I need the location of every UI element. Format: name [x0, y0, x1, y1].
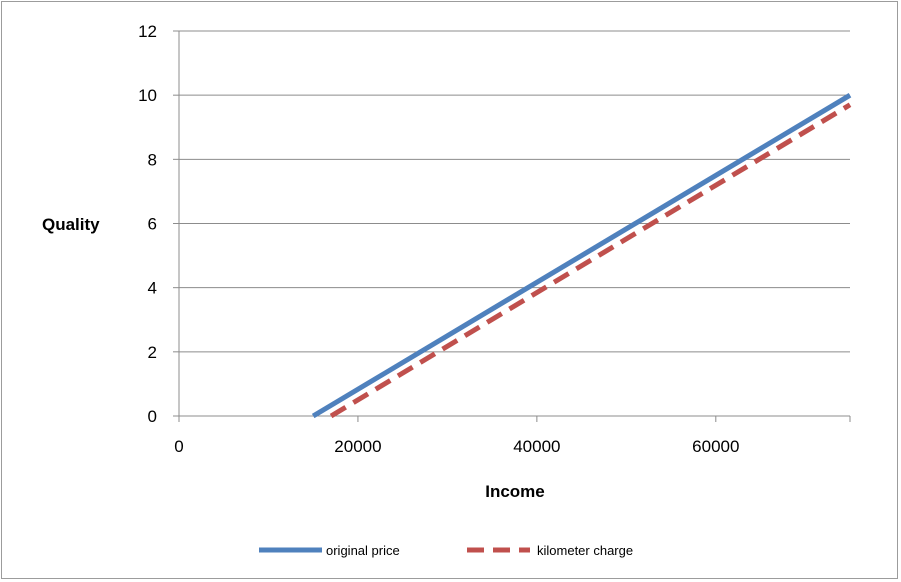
x-tick-label-1: 20000 — [334, 437, 381, 456]
y-tick-label-6: 12 — [138, 22, 157, 41]
y-tick-label-3: 6 — [148, 215, 157, 234]
x-tick-label-0: 0 — [174, 437, 183, 456]
y-tick-label-4: 8 — [148, 150, 157, 169]
x-tick-label-2: 40000 — [513, 437, 560, 456]
y-tick-label-5: 10 — [138, 86, 157, 105]
y-tick-label-0: 0 — [148, 407, 157, 426]
series-line-2 — [329, 102, 852, 419]
x-tick-label-3: 60000 — [692, 437, 739, 456]
series-line-1 — [311, 93, 852, 419]
legend-label-1: original price — [326, 543, 400, 558]
series-lines — [311, 93, 852, 419]
y-tick-label-2: 4 — [148, 279, 157, 298]
grid-lines — [173, 30, 851, 422]
y-tick-label-1: 2 — [148, 343, 157, 362]
legend-label-2: kilometer charge — [537, 543, 633, 558]
x-axis-title: Income — [485, 482, 545, 501]
x-tick-labels: 0 20000 40000 60000 — [174, 437, 739, 456]
y-tick-labels: 0 2 4 6 8 10 12 — [138, 22, 157, 426]
legend: original price kilometer charge — [259, 543, 633, 558]
y-axis-title: Quality — [42, 215, 100, 234]
